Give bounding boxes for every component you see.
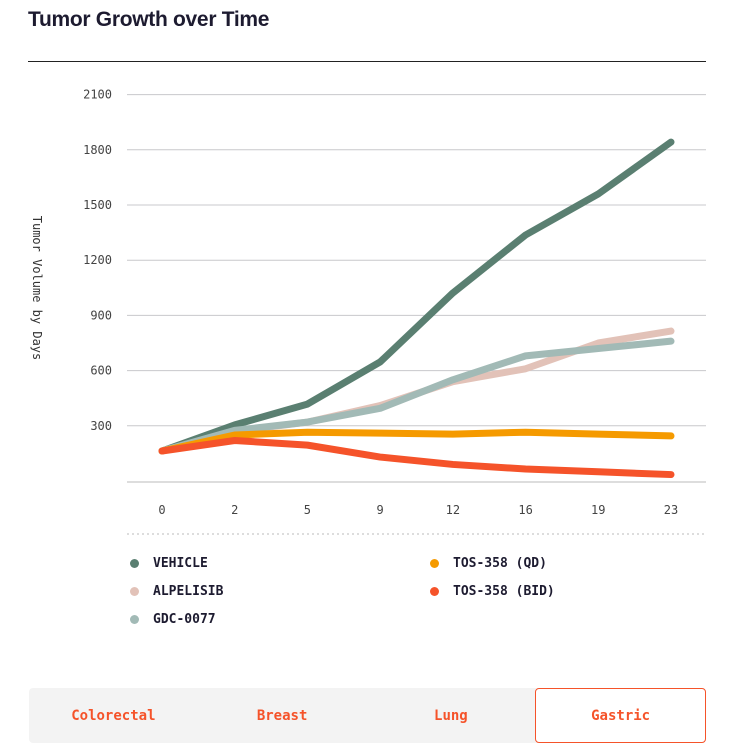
x-tick-label: 5 [304, 503, 311, 517]
tab-colorectal[interactable]: Colorectal [71, 707, 156, 724]
chart-title: Tumor Growth over Time [28, 8, 270, 31]
x-tick-label: 16 [518, 503, 532, 517]
y-tick-label: 2100 [83, 88, 112, 102]
legend-label: VEHICLE [153, 556, 208, 571]
x-tick-label: 9 [377, 503, 384, 517]
legend-label: TOS-358 (QD) [453, 556, 547, 571]
legend-dot-icon [430, 587, 439, 596]
legend-item: TOS-358 (QD) [430, 556, 547, 571]
x-tick-label: 23 [664, 503, 678, 517]
y-tick-label: 900 [90, 308, 112, 322]
title-divider [28, 61, 706, 62]
y-tick-label: 1500 [83, 198, 112, 212]
x-tick-label: 12 [446, 503, 460, 517]
legend-item: VEHICLE [130, 556, 208, 571]
y-tick-label: 1800 [83, 143, 112, 157]
legend-dot-icon [430, 559, 439, 568]
legend-label: ALPELISIB [153, 584, 224, 599]
y-tick-label: 300 [90, 419, 112, 433]
tab-breast[interactable]: Breast [256, 707, 308, 724]
y-tick-label: 1200 [83, 253, 112, 267]
legend-item: ALPELISIB [130, 584, 223, 599]
series-line-tos-358-qd- [158, 428, 675, 455]
series-line-vehicle [158, 138, 675, 455]
series-line-gdc-0077 [158, 337, 675, 455]
tab-lung[interactable]: Lung [434, 707, 468, 724]
legend-item: GDC-0077 [130, 612, 216, 627]
legend-label: GDC-0077 [153, 612, 216, 627]
series-line-tos-358-bid- [158, 437, 675, 479]
line-chart: 300 600 900 1200 1500 1800 2100 0 2 5 9 12 16 19 23 [83, 88, 706, 535]
legend-dot-icon [130, 559, 139, 568]
tab-gastric[interactable]: Gastric [535, 688, 706, 743]
legend-item: TOS-358 (BID) [430, 584, 555, 599]
legend-dot-icon [130, 587, 139, 596]
x-tick-label: 0 [158, 503, 165, 517]
x-tick-label: 2 [231, 503, 238, 517]
legend-dot-icon [130, 615, 139, 624]
x-tick-label: 19 [591, 503, 605, 517]
legend-label: TOS-358 (BID) [453, 584, 555, 599]
y-tick-label: 600 [90, 364, 112, 378]
cancer-type-tabs: Colorectal Breast Lung Gastric [29, 688, 706, 743]
